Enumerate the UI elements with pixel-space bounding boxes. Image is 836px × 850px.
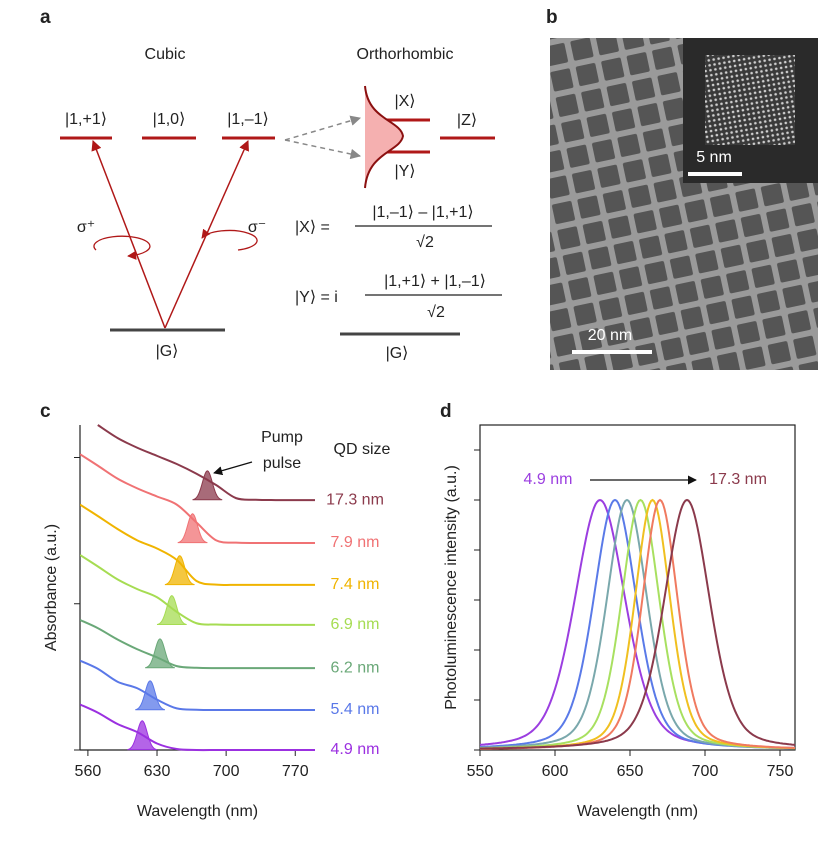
- levels: [60, 118, 495, 154]
- pump-pulse: [192, 470, 223, 501]
- polarization-arrow: [93, 235, 151, 260]
- state-label: |Y⟩: [394, 163, 415, 180]
- state-label: |Z⟩: [457, 112, 477, 129]
- state-label: |X⟩: [394, 93, 415, 110]
- equation: |X⟩ =: [295, 219, 330, 236]
- pump-pulse: [177, 513, 208, 544]
- x-tick-label: 550: [467, 763, 494, 780]
- x-tick-label: 700: [692, 763, 719, 780]
- x-tick-label: 750: [767, 763, 794, 780]
- series-label: 7.4 nm: [331, 576, 380, 593]
- absorbance-curve: [80, 453, 315, 544]
- scale-label: 5 nm: [696, 149, 732, 166]
- x-axis-title: Wavelength (nm): [137, 803, 258, 820]
- state-label: |1,–1⟩: [227, 111, 269, 128]
- sigma-label: σ⁺: [77, 219, 95, 236]
- sigma-label: σ⁻: [248, 219, 266, 236]
- pl-curve: [480, 498, 796, 750]
- series-label: 7.9 nm: [331, 534, 380, 551]
- x-tick-label: 600: [542, 763, 569, 780]
- fine-structure-outline: [364, 85, 405, 189]
- annotation: 4.9 nm: [524, 471, 573, 488]
- series-label: 6.9 nm: [331, 616, 380, 633]
- equation: √2: [416, 234, 434, 251]
- pump-pulse: [145, 638, 175, 669]
- series-label: 4.9 nm: [331, 741, 380, 758]
- splitting-arrow: [284, 139, 362, 160]
- transition-arrow: [91, 140, 166, 329]
- polarization-arrow: [201, 228, 258, 251]
- y-axis-title: Photoluminescence intensity (a.u.): [443, 465, 460, 710]
- panel-letter: c: [40, 401, 51, 422]
- heading: Orthorhombic: [357, 46, 454, 63]
- legend-title: QD size: [334, 441, 391, 458]
- heading: Cubic: [145, 46, 186, 63]
- pump-pulse: [156, 595, 187, 626]
- state-label: |G⟩: [386, 345, 409, 362]
- absorbance-curve: [80, 503, 315, 586]
- splitting-arrow: [284, 115, 362, 141]
- x-tick-label: 700: [213, 763, 240, 780]
- annotation: Pump pulse: [261, 429, 303, 472]
- equation: |1,+1⟩ + |1,–1⟩: [384, 273, 486, 290]
- series-label: 6.2 nm: [331, 659, 380, 676]
- y-axis-title: Absorbance (a.u.): [43, 524, 60, 651]
- absorbance-curve: [80, 703, 315, 752]
- panel-letter: b: [546, 7, 558, 28]
- annotation: 17.3 nm: [709, 471, 767, 488]
- panel-b: b 5 nm 20 nm: [546, 7, 818, 370]
- state-label: |1,0⟩: [153, 111, 186, 128]
- x-tick-label: 650: [617, 763, 644, 780]
- state-label: |1,+1⟩: [65, 111, 107, 128]
- annotation-arrow: [213, 461, 253, 476]
- series-label: 17.3 nm: [326, 491, 384, 508]
- equation: |Y⟩ = i: [295, 289, 338, 306]
- panel-letter: a: [40, 7, 51, 28]
- absorbance-curve: [97, 424, 315, 502]
- absorbance-curve: [80, 659, 315, 712]
- absorbance-curve: [80, 619, 315, 670]
- x-tick-label: 630: [144, 763, 171, 780]
- pump-pulse: [164, 555, 195, 586]
- x-tick-label: 770: [282, 763, 309, 780]
- equation: √2: [427, 304, 445, 321]
- tem-inset-lattice: [705, 55, 795, 145]
- equation: |1,–1⟩ – |1,+1⟩: [372, 204, 473, 221]
- plot-frame: [479, 424, 796, 751]
- x-tick-label: 560: [75, 763, 102, 780]
- panel-letter: d: [440, 401, 452, 422]
- x-axis-title: Wavelength (nm): [577, 803, 698, 820]
- panel-a: a Cubic Orthorhombic |1,+1⟩ |1,0⟩ |1,–1⟩…: [40, 7, 502, 362]
- scale-label: 20 nm: [588, 327, 632, 344]
- absorbance-curve: [80, 554, 315, 626]
- series-label: 5.4 nm: [331, 701, 380, 718]
- pl-curve: [480, 498, 795, 750]
- state-label: |G⟩: [156, 343, 179, 360]
